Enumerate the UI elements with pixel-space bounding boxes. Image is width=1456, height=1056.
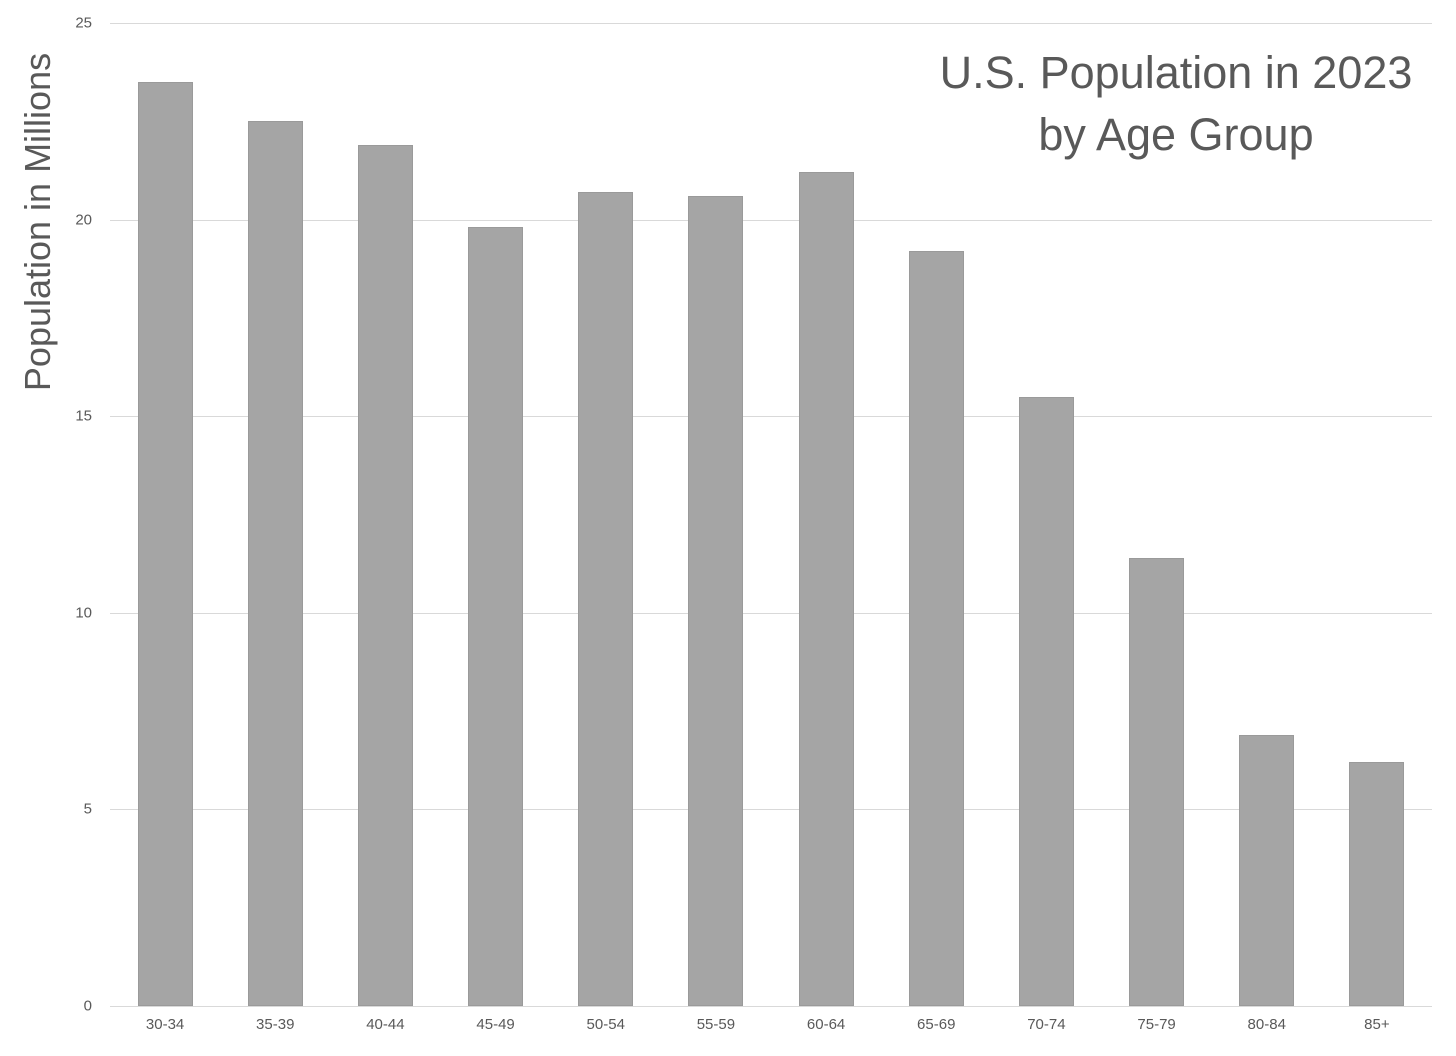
gridline	[110, 612, 1432, 614]
x-tick-label: 65-69	[917, 1016, 956, 1033]
y-tick-label: 0	[83, 997, 92, 1015]
gridline	[110, 23, 1432, 24]
bar-30-34	[137, 81, 193, 1006]
x-axis-line	[110, 1006, 1432, 1007]
bar-85+	[1349, 762, 1405, 1006]
chart-title-line-1: U.S. Population in 2023	[939, 47, 1413, 98]
bar-65-69	[908, 251, 964, 1006]
bar-60-64	[798, 172, 854, 1006]
x-tick-label: 80-84	[1247, 1016, 1286, 1033]
x-tick-label: 30-34	[145, 1016, 185, 1033]
chart-title: U.S. Population in 2023 by Age Group	[916, 42, 1436, 166]
x-tick-label: 50-54	[586, 1016, 625, 1033]
x-tick-label: 75-79	[1137, 1016, 1176, 1033]
bar-55-59	[688, 196, 744, 1006]
bar-45-49	[468, 227, 524, 1006]
plot-area: 0 5 10 15 20 25	[75, 15, 1432, 1015]
bar-75-79	[1129, 557, 1185, 1006]
x-tick-label: 55-59	[696, 1016, 736, 1033]
bar-70-74	[1018, 396, 1074, 1006]
x-tick-label: 70-74	[1027, 1016, 1066, 1033]
x-tick-label: 45-49	[476, 1016, 515, 1033]
bar-80-84	[1239, 734, 1295, 1006]
y-tick-label: 10	[75, 604, 92, 622]
y-tick-label: 20	[75, 211, 92, 229]
x-tick-label: 85+	[1364, 1016, 1390, 1033]
bar-35-39	[247, 121, 303, 1006]
bar-40-44	[357, 144, 413, 1006]
chart-title-line-2: by Age Group	[1038, 109, 1314, 160]
gridline	[110, 809, 1432, 811]
x-tick-label: 35-39	[256, 1016, 295, 1033]
x-tick-label: 60-64	[806, 1016, 846, 1033]
y-tick-label: 15	[75, 407, 92, 425]
gridline	[110, 416, 1432, 418]
y-tick-label: 25	[75, 14, 92, 32]
x-tick-label: 40-44	[366, 1016, 405, 1033]
y-tick-label: 5	[83, 800, 92, 818]
bar-50-54	[578, 192, 634, 1006]
gridline	[110, 219, 1432, 221]
